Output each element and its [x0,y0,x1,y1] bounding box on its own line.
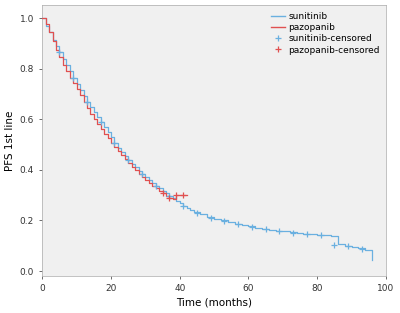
Legend: sunitinib, pazopanib, sunitinib-censored, pazopanib-censored: sunitinib, pazopanib, sunitinib-censored… [269,10,382,56]
Y-axis label: PFS 1st line: PFS 1st line [6,110,16,171]
X-axis label: Time (months): Time (months) [176,298,252,308]
